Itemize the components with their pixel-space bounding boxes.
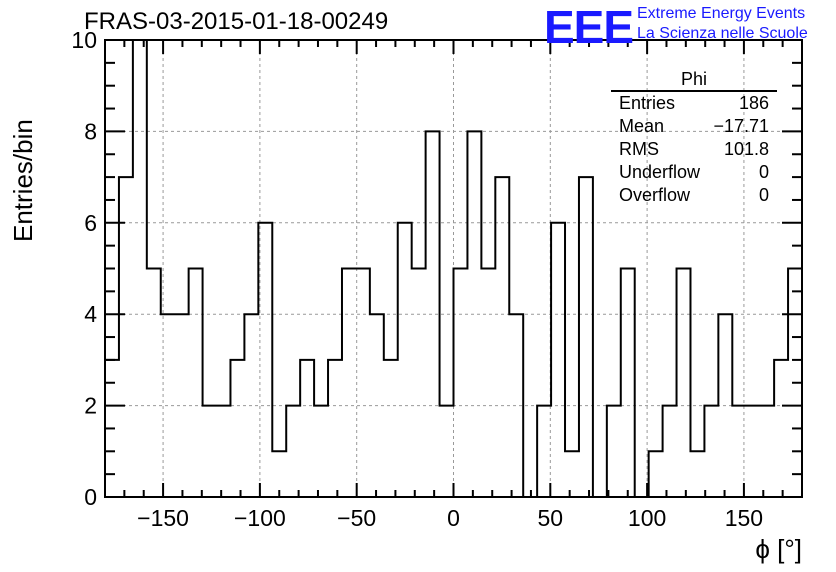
stats-label: Overflow (619, 185, 691, 205)
histogram-bin (133, 40, 147, 497)
histogram-bin (384, 360, 398, 497)
stats-value: −17.71 (713, 116, 769, 136)
stats-value: 0 (758, 185, 769, 205)
stats-row-underflow: Underflow 0 (611, 161, 777, 184)
stats-box-title: Phi (611, 68, 777, 92)
histogram-bin (398, 223, 412, 497)
logo-caption-line1: Extreme Energy Events (637, 5, 806, 22)
histogram-bin (690, 451, 704, 497)
histogram-bin (677, 269, 691, 498)
histogram-bin (314, 406, 328, 497)
histogram-bin (328, 360, 342, 497)
histogram-bin (119, 177, 133, 497)
x-tick-label: −150 (137, 505, 189, 531)
stats-value: 101.8 (723, 139, 769, 159)
histogram-bin (356, 269, 370, 498)
histogram-bin (607, 406, 621, 497)
x-tick-label: −50 (337, 505, 376, 531)
histogram-bin (440, 406, 454, 497)
x-axis-label: ϕ [°] (755, 534, 802, 564)
histogram-bin (649, 451, 663, 497)
histogram-bin (230, 360, 244, 497)
histogram-bin (551, 223, 565, 497)
logo-caption-line2: La Scienza nelle Scuole (637, 25, 808, 42)
histogram-bin (412, 269, 426, 498)
histogram-bin (579, 177, 593, 497)
histogram-bin (300, 360, 314, 497)
histogram-bin (704, 406, 718, 497)
y-tick-label: 0 (84, 484, 97, 510)
histogram-series (105, 39, 802, 498)
x-tick-label: 150 (725, 505, 763, 531)
logo-caption: Extreme Energy Events La Scienza nelle S… (637, 4, 808, 44)
stats-label: Entries (619, 93, 676, 113)
histogram-bin (203, 406, 217, 497)
histogram-bin (495, 177, 509, 497)
y-tick-label: 10 (71, 27, 97, 53)
x-tick-label: −100 (234, 505, 286, 531)
stats-row-rms: RMS 101.8 (611, 138, 777, 161)
stats-label: Mean (619, 116, 665, 136)
histogram-bin (147, 269, 161, 498)
y-tick-label: 4 (84, 301, 97, 327)
histogram-bin (537, 406, 551, 497)
stats-value: 186 (738, 93, 769, 113)
histogram-bin (286, 406, 300, 497)
histogram-bin (175, 314, 189, 497)
stats-label: RMS (619, 139, 659, 159)
histogram-bin (189, 269, 203, 498)
stats-box: Phi Entries 186 Mean −17.71 RMS 101.8 Un… (611, 68, 777, 207)
histogram-bin (454, 269, 468, 498)
x-tick-label: 0 (447, 505, 460, 531)
histogram-bin (774, 360, 788, 497)
histogram-bin (481, 269, 495, 498)
histogram-bin (258, 223, 272, 497)
chart-title: FRAS-03-2015-01-18-00249 (84, 8, 389, 35)
stats-value: 0 (758, 162, 769, 182)
histogram-bin (565, 451, 579, 497)
eee-logo: EEE (544, 1, 634, 53)
y-axis-label: Entries/bin (8, 118, 38, 242)
y-tick-label: 8 (84, 118, 97, 144)
histogram-bin (217, 406, 231, 497)
histogram-bin (760, 406, 774, 497)
histogram-bin (621, 269, 635, 498)
histogram-bin (342, 269, 356, 498)
stats-label: Underflow (619, 162, 701, 182)
histogram-bin (663, 406, 677, 497)
stats-row-mean: Mean −17.71 (611, 115, 777, 138)
y-tick-label: 6 (84, 210, 97, 236)
y-tick-label: 2 (84, 393, 97, 419)
x-tick-label: 50 (538, 505, 564, 531)
x-tick-label: 100 (628, 505, 666, 531)
stats-row-overflow: Overflow 0 (611, 184, 777, 207)
stats-row-entries: Entries 186 (611, 92, 777, 115)
histogram-bin (746, 406, 760, 497)
